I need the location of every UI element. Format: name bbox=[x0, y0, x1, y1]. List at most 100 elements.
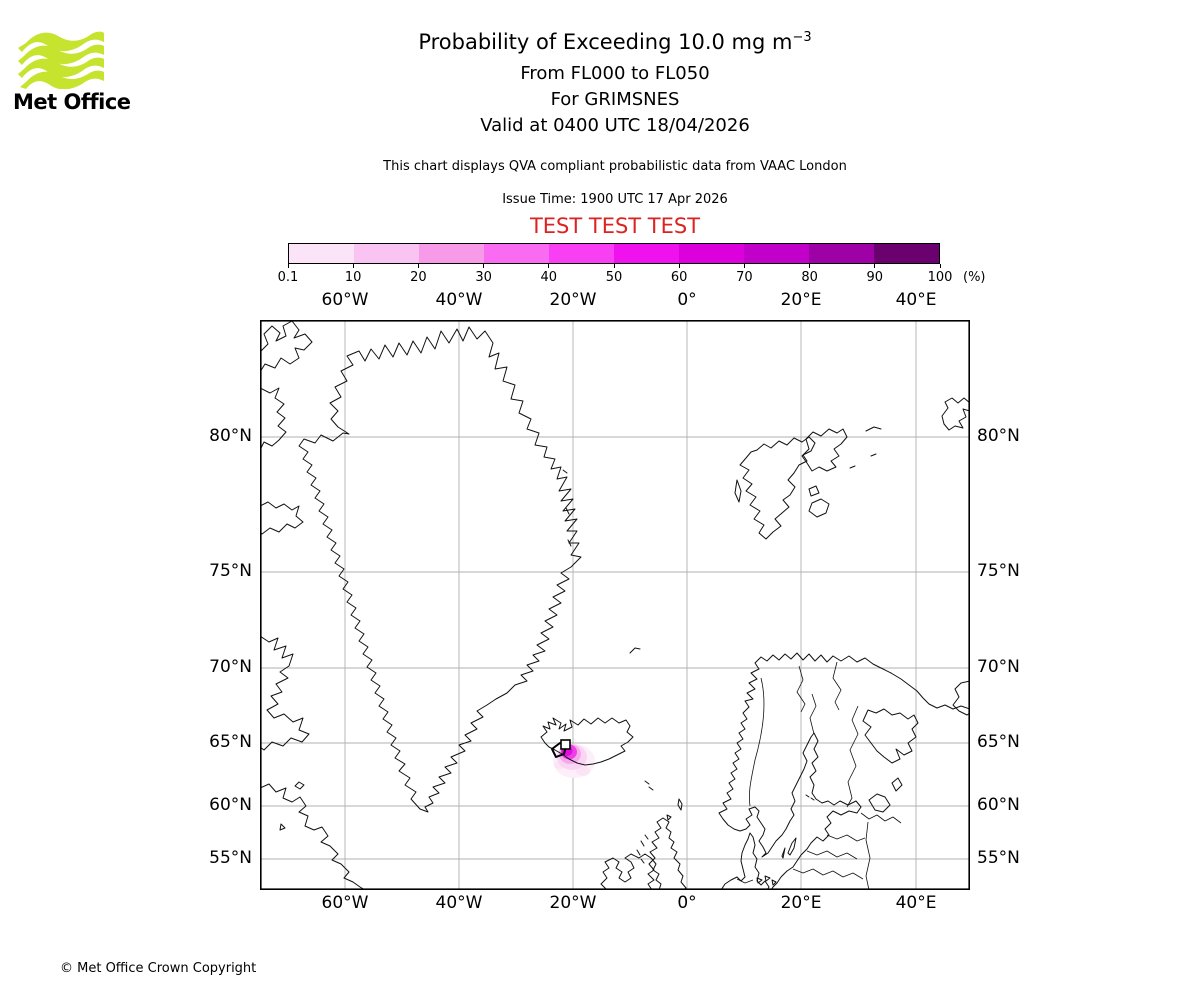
colorbar-tick-mark bbox=[809, 264, 811, 268]
colorbar-segment bbox=[289, 244, 354, 263]
lat-tick-label: 70°N bbox=[977, 657, 1020, 677]
coastline bbox=[756, 877, 763, 884]
coastline bbox=[832, 655, 970, 710]
coastline bbox=[764, 875, 771, 882]
lat-tick-label: 55°N bbox=[977, 848, 1020, 868]
lat-tick-label: 80°N bbox=[209, 426, 252, 446]
coastline bbox=[801, 428, 848, 472]
lat-tick-label: 75°N bbox=[209, 561, 252, 581]
lat-tick-label: 60°N bbox=[209, 795, 252, 815]
coastline bbox=[941, 397, 970, 431]
country-border bbox=[792, 868, 864, 880]
page-title: Probability of Exceeding 10.0 mg m−3 bbox=[245, 30, 985, 54]
colorbar-tick-label: 90 bbox=[866, 270, 884, 285]
coastline bbox=[640, 840, 645, 847]
map-frame bbox=[260, 320, 970, 890]
country-border bbox=[826, 834, 866, 842]
disclaimer-text: This chart displays QVA compliant probab… bbox=[383, 159, 847, 174]
colorbar-segment bbox=[419, 244, 484, 263]
country-border bbox=[736, 878, 754, 884]
lat-tick-label: 80°N bbox=[977, 426, 1020, 446]
lon-tick-label: 20°E bbox=[780, 290, 822, 310]
colorbar-segment bbox=[809, 244, 874, 263]
colorbar-tick-mark bbox=[548, 264, 550, 268]
coastline bbox=[865, 426, 882, 432]
colorbar-tick-label: 10 bbox=[344, 270, 362, 285]
subtitle-valid-time: Valid at 0400 UTC 18/04/2026 bbox=[480, 115, 750, 136]
coastline bbox=[952, 680, 970, 716]
coastline bbox=[279, 823, 286, 831]
colorbar-tick-mark bbox=[874, 264, 876, 268]
coastline bbox=[647, 817, 687, 890]
colorbar-segment bbox=[874, 244, 939, 263]
coastline bbox=[644, 834, 649, 840]
met-office-logo-text: Met Office bbox=[13, 90, 131, 114]
colorbar-tick-mark bbox=[613, 264, 615, 268]
coastline bbox=[540, 717, 634, 766]
colorbar-tick-mark bbox=[483, 264, 485, 268]
coastline bbox=[868, 793, 891, 813]
coastline bbox=[849, 465, 856, 469]
lon-tick-label: 0° bbox=[677, 893, 697, 913]
coastline bbox=[260, 635, 310, 751]
coastline bbox=[640, 858, 645, 864]
lon-tick-label: 40°W bbox=[435, 290, 483, 310]
lon-tick-label: 60°W bbox=[321, 893, 369, 913]
coastline bbox=[260, 320, 313, 373]
map-canvas bbox=[260, 320, 970, 890]
ash-probability-blob bbox=[576, 766, 590, 776]
country-border bbox=[748, 677, 765, 807]
colorbar-segments bbox=[288, 243, 940, 264]
lon-tick-label: 40°E bbox=[895, 290, 937, 310]
ocean-background bbox=[260, 320, 970, 890]
colorbar-tick-mark bbox=[352, 264, 354, 268]
coastline bbox=[644, 780, 650, 785]
colorbar-segment bbox=[549, 244, 614, 263]
coastline bbox=[771, 879, 777, 886]
coastline bbox=[805, 794, 810, 798]
colorbar-segment bbox=[614, 244, 679, 263]
volcano-marker bbox=[560, 739, 571, 750]
coastline bbox=[891, 777, 903, 792]
colorbar: 0.1 10 20 30 40 50 60 70 80 90 100 bbox=[278, 243, 952, 289]
coastline bbox=[565, 507, 570, 515]
colorbar-tick-label: 50 bbox=[605, 270, 623, 285]
lat-tick-label: 70°N bbox=[209, 657, 252, 677]
coastline bbox=[600, 853, 662, 890]
colorbar-segment bbox=[679, 244, 744, 263]
coastline bbox=[718, 706, 862, 858]
lat-tick-label: 75°N bbox=[977, 561, 1020, 581]
copyright-text: © Met Office Crown Copyright bbox=[60, 961, 257, 976]
lon-tick-label: 20°W bbox=[549, 893, 597, 913]
colorbar-tick-mark bbox=[678, 264, 680, 268]
country-border bbox=[846, 705, 859, 808]
coastline bbox=[781, 847, 786, 859]
coastline bbox=[567, 539, 572, 547]
coastline bbox=[298, 326, 582, 813]
country-border bbox=[860, 812, 902, 824]
colorbar-tick-label: 80 bbox=[801, 270, 818, 285]
colorbar-segment bbox=[354, 244, 419, 263]
issue-time-text: Issue Time: 1900 UTC 17 Apr 2026 bbox=[502, 192, 728, 207]
colorbar-tick-label: 60 bbox=[670, 270, 688, 285]
colorbar-tick-mark bbox=[417, 264, 419, 268]
colorbar-unit-label: (%) bbox=[963, 270, 986, 285]
colorbar-tick-label: 20 bbox=[410, 270, 427, 285]
coastline bbox=[260, 783, 366, 890]
coastline bbox=[648, 786, 654, 791]
colorbar-tick-label: 40 bbox=[540, 270, 558, 285]
coastline bbox=[739, 436, 816, 540]
colorbar-tick-mark bbox=[287, 264, 289, 268]
lon-tick-label: 20°E bbox=[780, 893, 822, 913]
coastline bbox=[744, 652, 834, 708]
coastline bbox=[629, 647, 641, 654]
test-banner: TEST TEST TEST bbox=[529, 214, 701, 238]
coastline bbox=[562, 469, 568, 474]
coastline bbox=[294, 781, 305, 790]
coastline bbox=[808, 498, 830, 518]
coastline bbox=[862, 708, 919, 764]
subtitle-volcano: For GRIMSNES bbox=[550, 89, 680, 110]
subtitle-flight-levels: From FL000 to FL050 bbox=[520, 63, 710, 84]
lat-tick-label: 65°N bbox=[209, 732, 252, 752]
